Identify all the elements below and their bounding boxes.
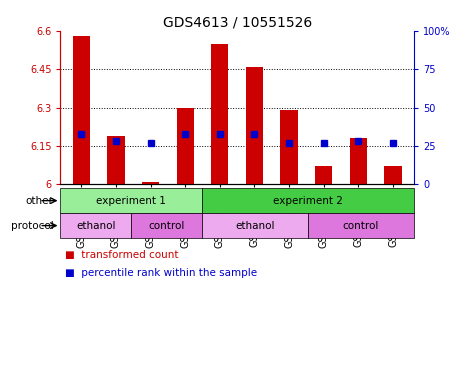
Bar (385, 166, 402, 184)
Text: ethanol: ethanol (76, 220, 115, 231)
Text: ethanol: ethanol (235, 220, 274, 231)
Text: experiment 2: experiment 2 (273, 195, 343, 206)
Bar (177, 108, 194, 184)
Text: protocol: protocol (11, 220, 53, 231)
Bar (350, 138, 367, 184)
Title: GDS4613 / 10551526: GDS4613 / 10551526 (163, 16, 312, 30)
Text: other: other (26, 195, 53, 206)
Text: control: control (343, 220, 379, 231)
Bar (60, 188, 202, 213)
Bar (246, 66, 263, 184)
Bar (131, 213, 202, 238)
Text: ■  transformed count: ■ transformed count (65, 250, 179, 260)
Bar (280, 110, 298, 184)
Bar (107, 136, 125, 184)
Bar (308, 213, 414, 238)
Bar (202, 213, 308, 238)
Bar (142, 182, 159, 184)
Bar (211, 43, 228, 184)
Bar (202, 188, 414, 213)
Text: control: control (148, 220, 185, 231)
Bar (60, 213, 131, 238)
Bar (73, 36, 90, 184)
Bar (315, 166, 332, 184)
Text: ■  percentile rank within the sample: ■ percentile rank within the sample (65, 268, 257, 278)
Text: experiment 1: experiment 1 (96, 195, 166, 206)
